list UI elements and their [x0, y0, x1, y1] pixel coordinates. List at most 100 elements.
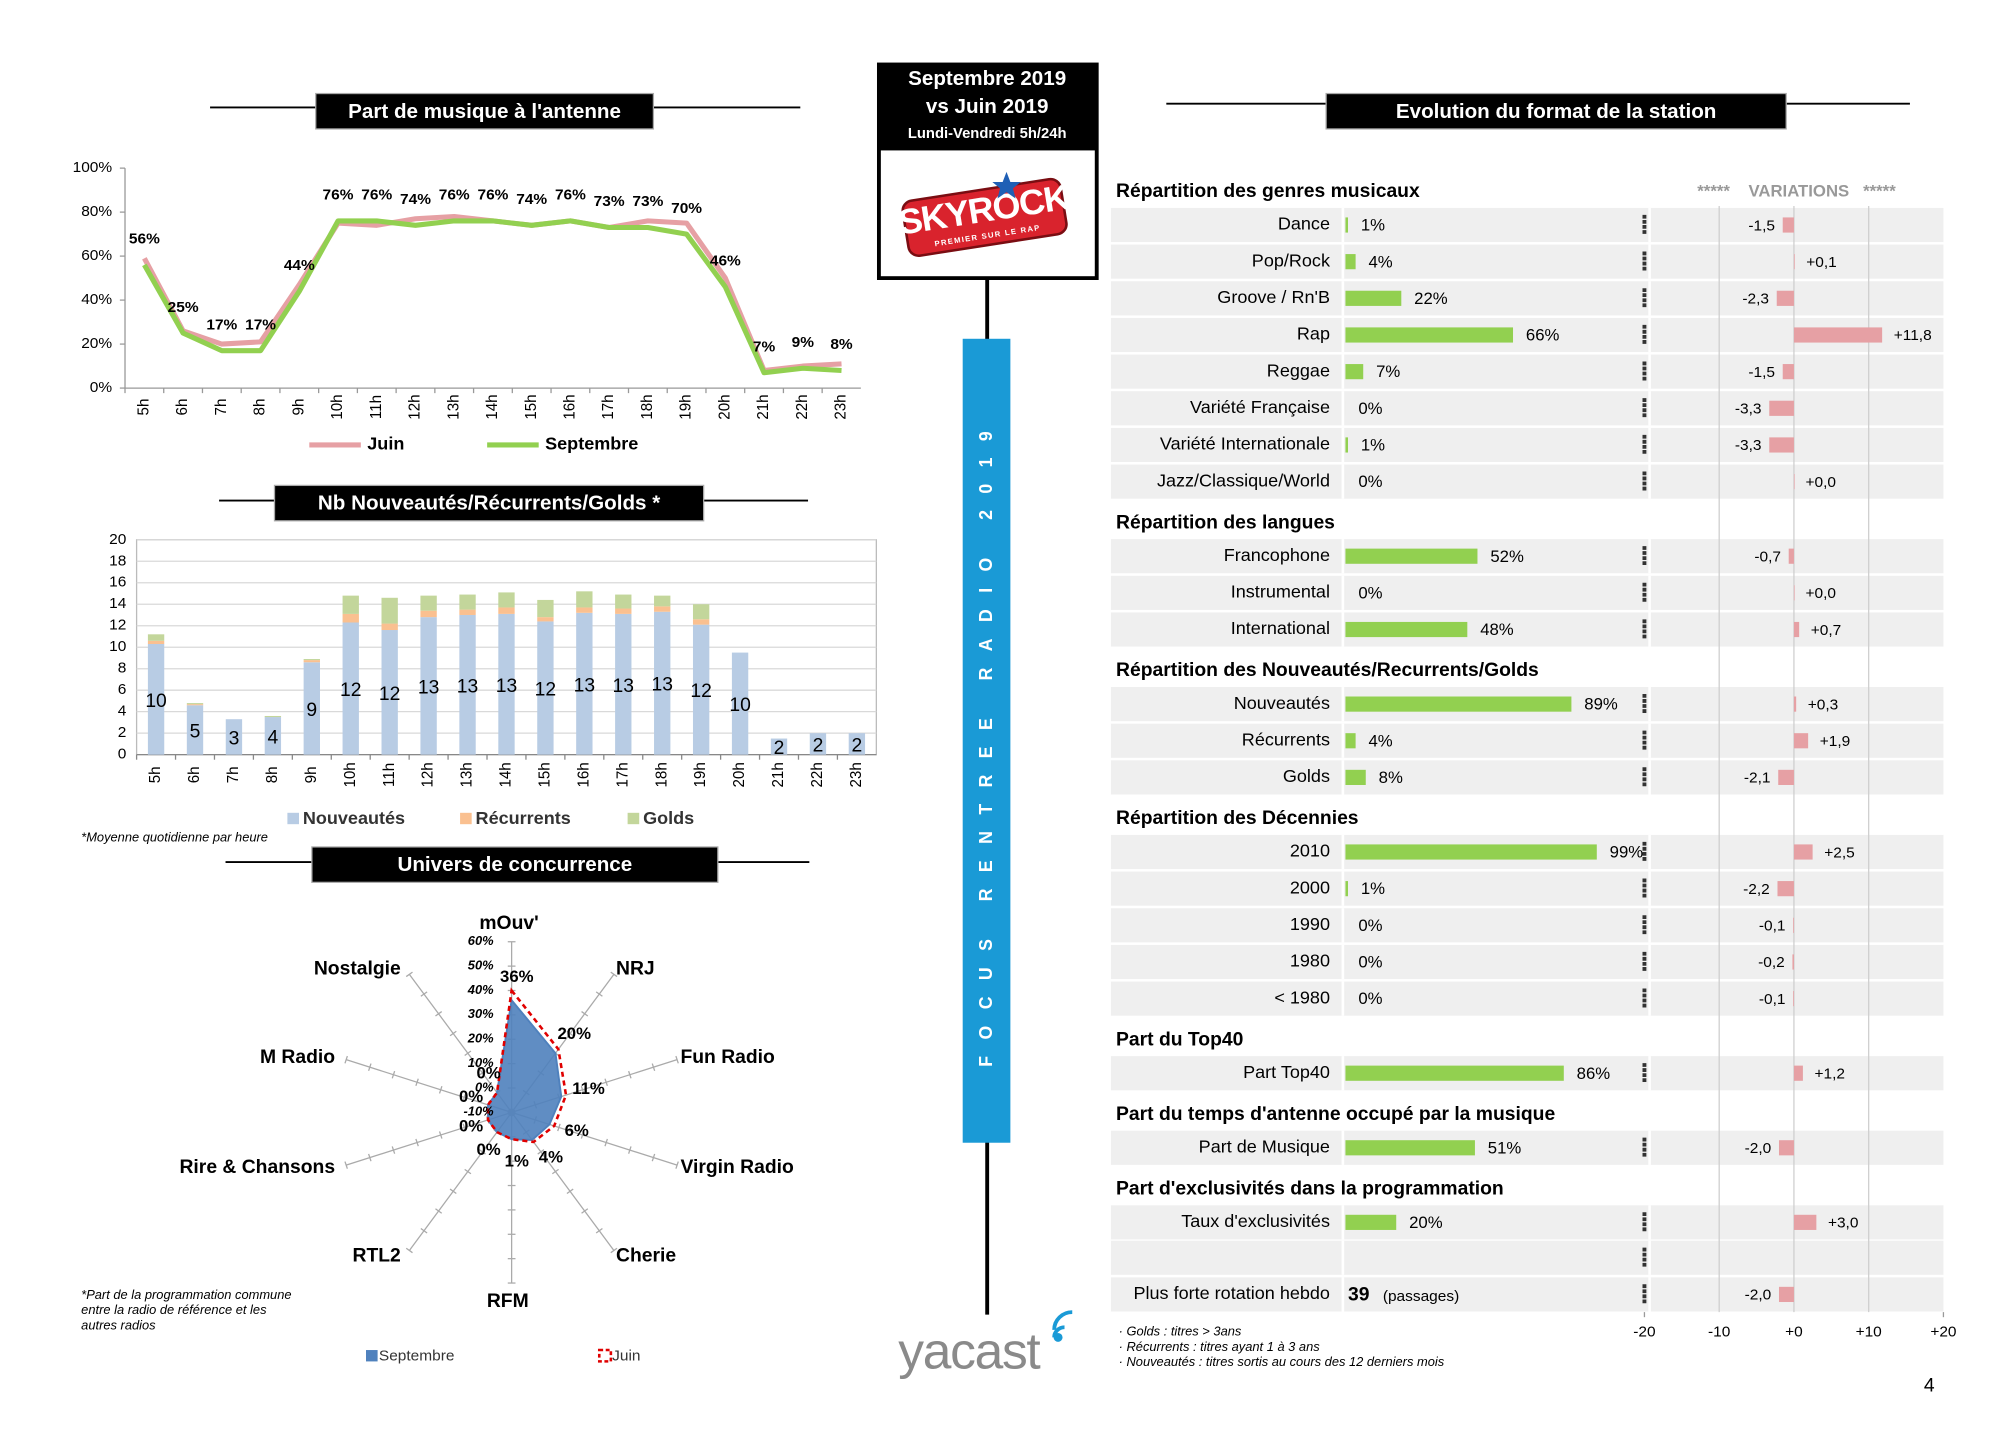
spoke	[408, 973, 513, 1113]
variation-label: -0,1	[1759, 991, 1786, 1008]
variation-label: -2,0	[1745, 1140, 1772, 1157]
row-label: Dance	[1278, 214, 1330, 234]
row-label: Nouveautés	[1234, 693, 1330, 713]
variation-label: +11,8	[1894, 327, 1932, 344]
legend-swatch	[460, 812, 472, 825]
x-tick-label: 10h	[329, 394, 346, 419]
share-bar	[1345, 621, 1468, 638]
share-label: 0%	[1358, 472, 1382, 491]
row-band	[1110, 981, 1944, 1016]
variation-bar	[1793, 327, 1883, 343]
row-label: Francophone	[1224, 545, 1330, 565]
data-label: 20%	[557, 1024, 591, 1043]
row-label: Golds	[1283, 766, 1330, 786]
data-label: 4	[268, 728, 279, 749]
row-band	[1110, 1277, 1944, 1312]
legend-label: Nouveautés	[303, 808, 405, 828]
share-label: 0%	[1358, 989, 1382, 1008]
data-label: 17%	[206, 317, 237, 334]
bar-segment	[147, 643, 165, 755]
x-tick-label: +20	[1930, 1323, 1956, 1340]
variation-label: -0,7	[1754, 549, 1781, 566]
spoke-tick	[675, 1161, 679, 1169]
variation-label: +0,7	[1811, 622, 1841, 639]
banner-text: FOCUS RENTREE RADIO 2019	[976, 415, 996, 1067]
x-tick-label: 12h	[420, 762, 437, 787]
share-label: 4%	[1368, 731, 1392, 750]
footnote: · Nouveautés : titres sortis au cours de…	[1119, 1354, 1445, 1369]
x-tick-label: 9h	[290, 399, 307, 416]
spoke-tick	[581, 1011, 589, 1017]
spoke-tick	[391, 1070, 396, 1079]
row-label: < 1980	[1274, 987, 1330, 1007]
spoke-tick	[449, 1188, 457, 1195]
x-tick-label: +10	[1856, 1323, 1882, 1340]
footnote: *Moyenne quotidienne par heure	[81, 830, 268, 845]
x-tick-label: 12h	[406, 394, 423, 419]
section-title: Nb Nouveautés/Récurrents/Golds *	[318, 493, 660, 515]
row-label: 2010	[1290, 841, 1330, 861]
spoke-tick	[462, 1123, 467, 1132]
x-tick-label: 18h	[639, 394, 656, 419]
y-tick-label: 60%	[81, 247, 112, 264]
data-label: 70%	[671, 200, 702, 217]
bar-segment	[576, 612, 593, 755]
title-box	[311, 846, 719, 883]
row-label: Rap	[1297, 324, 1330, 344]
variation-label: -2,0	[1745, 1287, 1772, 1304]
bar-segment	[381, 597, 398, 624]
y-tick-label: 20	[109, 531, 126, 548]
x-tick-label: 23h	[832, 394, 849, 419]
x-tick-label: 20h	[731, 762, 748, 787]
spoke-tick	[420, 1227, 428, 1234]
title-box	[315, 92, 655, 130]
variation-bar	[1776, 290, 1794, 306]
spoke-tick	[537, 1149, 545, 1155]
data-label: 13	[457, 677, 478, 698]
row-label: Plus forte rotation hebdo	[1134, 1283, 1331, 1303]
data-label: 6%	[565, 1121, 589, 1140]
r-tick-label: -10%	[464, 1104, 494, 1119]
spoke-tick	[438, 1085, 443, 1094]
spoke-tick	[405, 1247, 413, 1254]
data-label: 0%	[476, 1140, 500, 1159]
bar-segment	[692, 624, 710, 755]
spoke-tick	[435, 1208, 443, 1214]
bar-segment	[848, 733, 866, 755]
section-title: Part de musique à l'antenne	[348, 101, 621, 123]
data-label: 73%	[594, 193, 625, 210]
variation-bar	[1777, 881, 1794, 897]
legend-label: Septembre	[545, 434, 638, 454]
data-label: 76%	[555, 187, 586, 204]
spoke-tick	[344, 1161, 348, 1169]
share-label: 0%	[1358, 399, 1382, 418]
x-tick-label: 17h	[600, 394, 617, 419]
row-label: 1990	[1290, 914, 1330, 934]
row-label: Variété Internationale	[1160, 434, 1330, 454]
y-tick-label: 80%	[81, 203, 112, 220]
compare: vs Juin 2019	[926, 96, 1049, 118]
share-bar	[1345, 696, 1572, 712]
row-label: Jazz/Classique/World	[1157, 470, 1330, 490]
r-tick-label: 20%	[467, 1031, 494, 1046]
variation-label: +1,2	[1815, 1066, 1845, 1083]
bar-segment	[654, 606, 671, 612]
variation-label: -3,3	[1735, 437, 1762, 454]
data-label: 74%	[516, 191, 547, 208]
axis-label: Nostalgie	[314, 959, 401, 980]
variation-bar	[1793, 585, 1795, 601]
x-tick-label: 23h	[848, 762, 865, 787]
axis-label: Fun Radio	[680, 1047, 774, 1068]
spoke-tick	[557, 1123, 561, 1132]
section-heading: Part d'exclusivités dans la programmatio…	[1116, 1179, 1504, 1200]
x-tick-label: 8h	[264, 766, 281, 783]
spoke-tick	[604, 1078, 608, 1087]
share-label: 22%	[1414, 289, 1448, 308]
variation-bar	[1769, 400, 1794, 416]
variation-label: +3,0	[1828, 1215, 1858, 1232]
row-band	[1110, 575, 1944, 610]
spoke-tick	[464, 1168, 472, 1175]
spoke-tick	[580, 1085, 585, 1094]
bar-segment	[225, 719, 243, 755]
logo-star	[992, 171, 1021, 199]
